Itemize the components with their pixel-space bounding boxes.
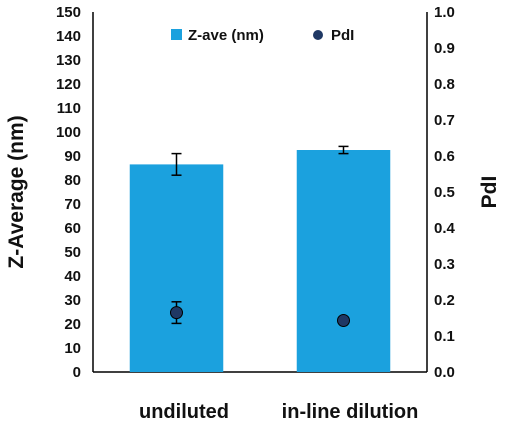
y-tick-label: 80 [64,172,81,189]
legend-label-pdi: PdI [331,27,354,44]
y-tick-label: 60 [64,220,81,237]
y2-tick-label: 0.8 [434,76,455,93]
y-tick-label: 50 [64,244,81,261]
y-tick-label: 40 [64,268,81,285]
zave-bar [296,150,391,372]
y2-tick-label: 0.5 [434,184,455,201]
y-tick-label: 130 [56,52,81,69]
pdi-point [170,306,183,320]
y2-tick-label: 0.1 [434,328,455,345]
legend-marker-pdi [313,30,323,40]
y-tick-label: 70 [64,196,81,213]
right-tick-labels: 0.0 0.1 0.2 0.3 0.4 0.5 0.6 0.7 0.8 0.9 1.0 [434,4,456,381]
bar-series [129,145,391,372]
y-tick-label: 10 [64,340,81,357]
pdi-series [170,301,350,328]
y2-axis-title: PdI [478,176,501,209]
y2-tick-label: 0.3 [434,256,455,273]
y2-tick-label: 0.0 [434,364,455,381]
y-tick-label: 100 [56,124,81,141]
pdi-point [337,314,350,328]
legend-swatch-zave [171,29,182,40]
left-tick-labels: 0 10 20 30 40 50 60 70 80 90 100 110 120 130 140 150 [56,4,81,381]
y-tick-label: 110 [57,100,81,117]
y2-tick-label: 0.7 [434,112,455,129]
y-tick-label: 0 [73,364,81,381]
y2-tick-label: 1.0 [434,4,455,21]
category-label: undiluted [139,401,229,423]
legend-label-zave: Z-ave (nm) [188,27,264,44]
y-tick-label: 90 [64,148,81,165]
legend: Z-ave (nm) PdI [171,27,354,44]
y2-tick-label: 0.9 [434,40,455,57]
zave-bar [129,164,224,372]
y2-tick-label: 0.2 [434,292,455,309]
y-tick-label: 140 [56,28,81,45]
y-tick-label: 150 [56,4,81,21]
category-label: in-line dilution [282,401,419,423]
y2-tick-label: 0.4 [434,220,456,237]
category-labels: undiluted in-line dilution [139,401,418,423]
y-tick-label: 20 [64,316,81,333]
y-tick-label: 120 [56,76,81,93]
y2-tick-label: 0.6 [434,148,455,165]
y-tick-label: 30 [64,292,81,309]
y-axis-title: Z-Average (nm) [5,115,28,268]
